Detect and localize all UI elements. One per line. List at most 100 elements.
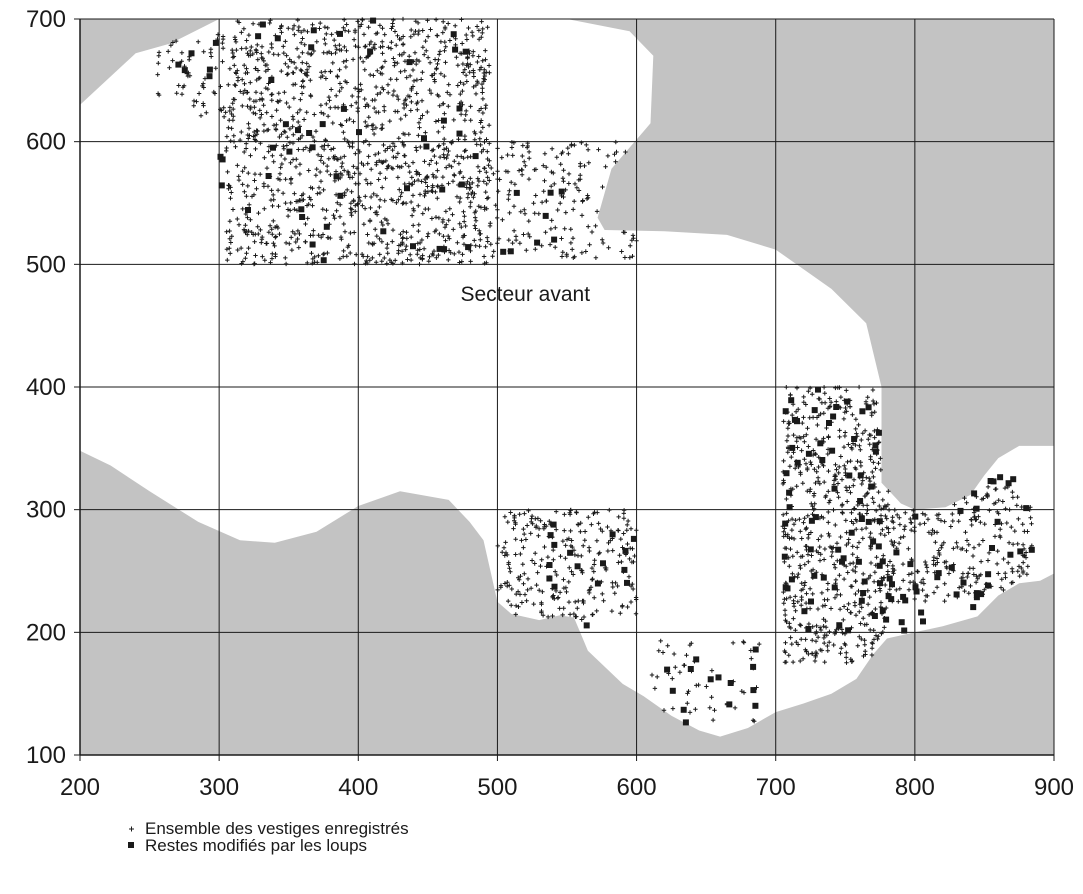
point-plus — [376, 150, 381, 156]
point-plus — [655, 674, 660, 680]
point-plus — [533, 516, 538, 521]
point-plus — [939, 543, 945, 548]
point-plus — [859, 636, 864, 642]
point-plus — [860, 431, 865, 436]
point-plus — [409, 27, 414, 33]
point-plus — [563, 543, 568, 548]
point-plus — [477, 244, 482, 249]
point-plus — [544, 165, 549, 170]
point-plus — [513, 237, 519, 243]
point-plus — [936, 550, 942, 556]
point-plus — [879, 576, 884, 581]
point-plus — [812, 451, 818, 456]
point-plus — [236, 222, 242, 227]
point-plus — [868, 573, 873, 578]
point-plus — [795, 445, 800, 450]
point-plus — [529, 516, 534, 521]
point-plus — [789, 641, 794, 647]
point-plus — [392, 29, 398, 34]
point-plus — [554, 572, 559, 578]
point-plus — [902, 524, 908, 529]
point-plus — [422, 52, 427, 57]
point-plus — [868, 530, 873, 536]
point-plus — [837, 434, 842, 440]
point-plus — [442, 48, 447, 53]
point-plus — [229, 190, 234, 195]
point-plus — [881, 553, 886, 558]
point-plus — [484, 181, 489, 187]
point-plus — [800, 554, 805, 559]
point-plus — [321, 50, 326, 55]
point-plus — [854, 431, 859, 436]
point-plus — [243, 223, 248, 228]
point-plus — [566, 181, 571, 186]
point-plus — [418, 255, 423, 261]
point-plus — [540, 589, 545, 594]
point-plus — [283, 261, 289, 267]
point-plus — [462, 148, 467, 154]
point-plus — [397, 187, 402, 192]
point-plus — [276, 91, 281, 96]
point-plus — [305, 29, 310, 34]
point-plus — [359, 252, 365, 257]
point-plus — [795, 642, 801, 647]
point-plus — [628, 526, 634, 531]
point-plus — [429, 148, 435, 153]
point-plus — [468, 176, 473, 181]
point-plus — [805, 467, 810, 472]
point-plus — [431, 174, 436, 180]
point-plus — [410, 182, 415, 187]
point-plus — [346, 29, 351, 34]
point-square — [819, 457, 826, 463]
point-square — [664, 666, 671, 673]
point-plus — [378, 44, 383, 50]
point-plus — [509, 145, 515, 150]
point-plus — [453, 23, 458, 28]
point-plus — [788, 635, 793, 640]
point-plus — [799, 597, 804, 603]
point-square — [218, 182, 225, 189]
point-plus — [339, 237, 344, 242]
y-tick-label: 600 — [26, 129, 66, 156]
point-plus — [353, 151, 358, 156]
point-plus — [473, 83, 479, 88]
point-plus — [596, 551, 601, 556]
point-square — [901, 627, 908, 634]
point-plus — [925, 569, 930, 574]
point-plus — [279, 132, 284, 137]
point-plus — [484, 70, 489, 75]
point-plus — [462, 67, 467, 72]
point-plus — [523, 537, 529, 542]
point-square — [217, 153, 224, 160]
point-plus — [414, 101, 419, 106]
point-plus — [909, 571, 914, 576]
point-plus — [284, 53, 289, 58]
point-plus — [179, 50, 185, 55]
point-plus — [416, 222, 421, 227]
point-plus — [330, 60, 335, 66]
point-plus — [341, 25, 346, 30]
point-plus — [444, 165, 449, 170]
point-plus — [411, 208, 417, 213]
point-plus — [404, 236, 409, 241]
point-plus — [790, 412, 795, 418]
point-plus — [843, 430, 848, 435]
point-plus — [296, 54, 302, 60]
point-plus — [386, 90, 391, 95]
point-square — [462, 48, 469, 55]
point-plus — [437, 49, 443, 54]
point-plus — [906, 587, 912, 592]
point-plus — [816, 537, 821, 542]
point-plus — [455, 63, 461, 68]
point-plus — [351, 119, 356, 124]
point-plus — [803, 647, 808, 652]
point-plus — [225, 257, 230, 263]
point-plus — [843, 642, 848, 648]
point-plus — [791, 604, 797, 609]
point-plus — [440, 174, 446, 180]
point-plus — [555, 595, 560, 601]
point-plus — [942, 581, 947, 586]
point-plus — [259, 91, 264, 96]
point-plus — [335, 200, 340, 205]
point-plus — [422, 193, 427, 199]
